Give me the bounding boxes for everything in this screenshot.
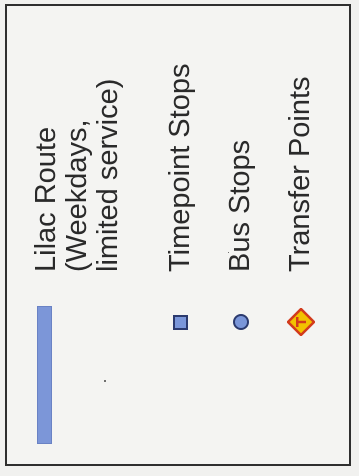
transfer-diamond-icon [287, 308, 315, 336]
scan-speck [104, 380, 106, 382]
route-label: Lilac Route (Weekdays, limited service) [30, 78, 124, 272]
legend-box: Lilac Route (Weekdays, limited service) … [5, 4, 351, 466]
route-line-swatch [37, 306, 52, 444]
legend-content: Lilac Route (Weekdays, limited service) … [7, 6, 353, 468]
transfer-label: Transfer Points [284, 76, 316, 272]
scan-speck-2 [228, 252, 229, 253]
timepoint-label: Timepoint Stops [164, 63, 196, 272]
bus-stop-label: Bus Stops [224, 139, 256, 272]
circle-stop-icon [233, 314, 249, 330]
square-stop-icon [173, 315, 188, 330]
